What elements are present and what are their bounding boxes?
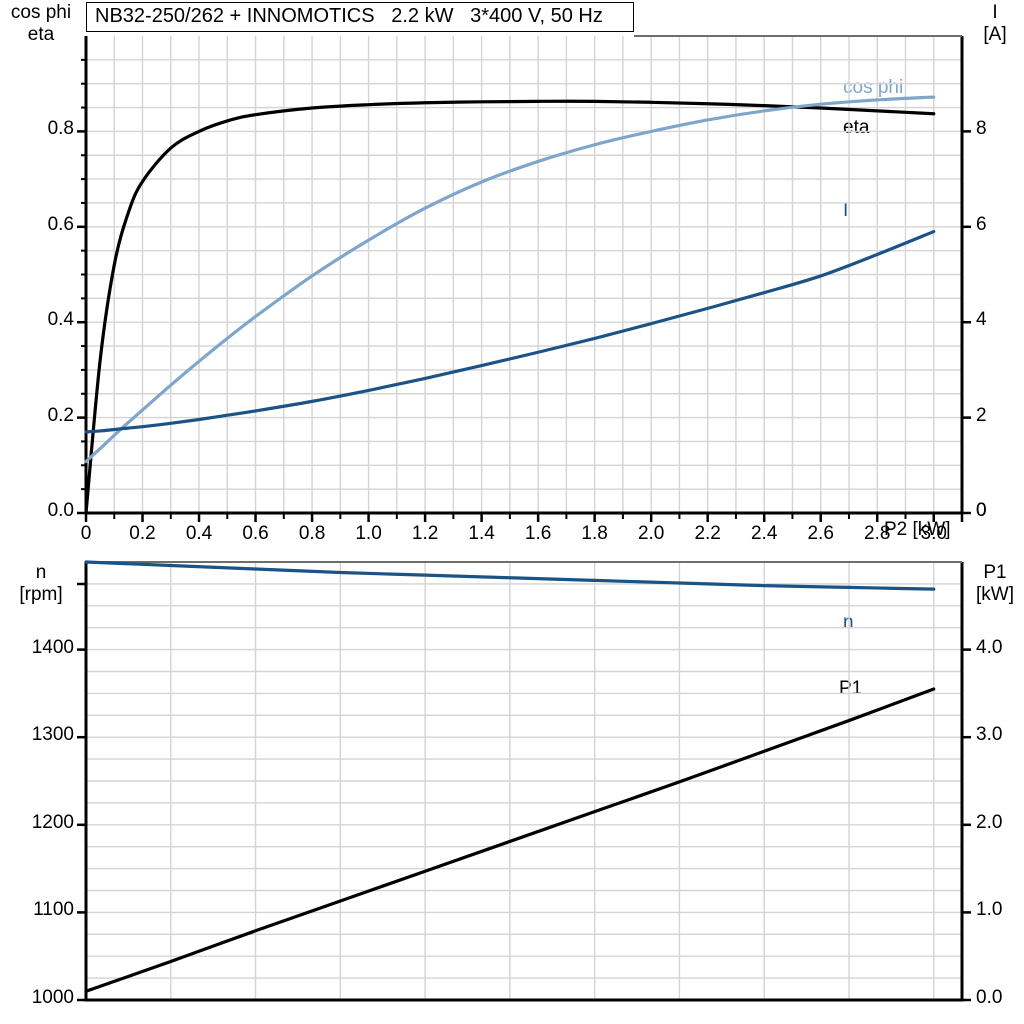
top-left-axis-title: cos phi eta bbox=[10, 2, 72, 45]
curve-label-speed: n bbox=[843, 612, 854, 633]
curve-label-cos-phi: cos phi bbox=[843, 77, 904, 98]
x-tick-0.4: 0.4 bbox=[185, 523, 213, 544]
x-tick-2.6: 2.6 bbox=[807, 523, 834, 544]
bottom-left-tick-1000: 1000 bbox=[31, 987, 74, 1008]
x-tick-1.4: 1.4 bbox=[468, 523, 495, 544]
curve-eta bbox=[84, 99, 936, 515]
top-right-tick-zero-dup: 0 bbox=[976, 500, 987, 521]
x-tick-2.2: 2.2 bbox=[694, 523, 721, 544]
top-right-tick-4: 4 bbox=[976, 309, 987, 331]
bottom-right-tick-0.0: 0.0 bbox=[976, 987, 1003, 1008]
curve-cos-phi bbox=[84, 95, 936, 464]
bottom-right-tick-1.0: 1.0 bbox=[976, 899, 1003, 921]
x-tick-0: 0 bbox=[80, 523, 92, 544]
top-left-tick-0.4: 0.4 bbox=[47, 309, 74, 331]
top-left-tick-0.2: 0.2 bbox=[47, 404, 74, 426]
bottom-left-axis-title: n [rpm] bbox=[19, 562, 63, 605]
chart-title-box: NB32-250/262 + INNOMOTICS 2.2 kW 3*400 V… bbox=[86, 2, 634, 32]
grid-layer bbox=[86, 36, 962, 1000]
bottom-left-tick-1300: 1300 bbox=[31, 724, 74, 746]
top-right-tick-2: 2 bbox=[976, 404, 987, 426]
axis-layer bbox=[77, 35, 971, 1002]
top-left-tick-0.6: 0.6 bbox=[47, 213, 74, 235]
bottom-right-tick-3.0: 3.0 bbox=[976, 724, 1003, 746]
bottom-left-tick-1400: 1400 bbox=[31, 636, 74, 658]
top-right-tick-0: 0 bbox=[976, 500, 987, 521]
x-tick-0.2: 0.2 bbox=[129, 523, 156, 544]
bottom-left-tick-1100: 1100 bbox=[33, 899, 74, 921]
x-axis-title: P2 [kW] bbox=[884, 519, 951, 540]
curve-label-p1: P1 bbox=[839, 678, 863, 699]
x-tick-3.0: 3.0 bbox=[920, 523, 947, 544]
x-tick-2.0: 2.0 bbox=[637, 523, 665, 544]
curve-n bbox=[84, 560, 936, 591]
top-left-tick-0.0: 0.0 bbox=[47, 500, 74, 521]
x-tick-0.8: 0.8 bbox=[298, 523, 326, 544]
bottom-right-tick-4.0: 4.0 bbox=[976, 636, 1003, 658]
top-left-tick-0.8: 0.8 bbox=[47, 118, 74, 140]
top-right-tick-6: 6 bbox=[976, 213, 987, 235]
x-tick-1.2: 1.2 bbox=[411, 523, 439, 544]
bottom-right-axis-title: P1 [kW] bbox=[976, 562, 1014, 605]
curve-label-eta: eta bbox=[843, 117, 870, 138]
bottom-right-tick-2.0: 2.0 bbox=[976, 811, 1003, 833]
curve-p1 bbox=[84, 687, 936, 993]
top-right-tick-8: 8 bbox=[976, 118, 987, 140]
bottom-left-tick-1200: 1200 bbox=[31, 811, 74, 833]
x-tick-2.4: 2.4 bbox=[750, 523, 778, 544]
curve-label-current: I bbox=[843, 200, 849, 221]
x-tick-0.6: 0.6 bbox=[242, 523, 269, 544]
x-tick-1.6: 1.6 bbox=[524, 523, 552, 544]
x-tick-1.0: 1.0 bbox=[355, 523, 382, 544]
curve-i bbox=[84, 229, 936, 434]
top-right-axis-title: I [A] bbox=[983, 2, 1007, 45]
x-tick-1.8: 1.8 bbox=[581, 523, 608, 544]
x-tick-2.8: 2.8 bbox=[864, 523, 891, 544]
